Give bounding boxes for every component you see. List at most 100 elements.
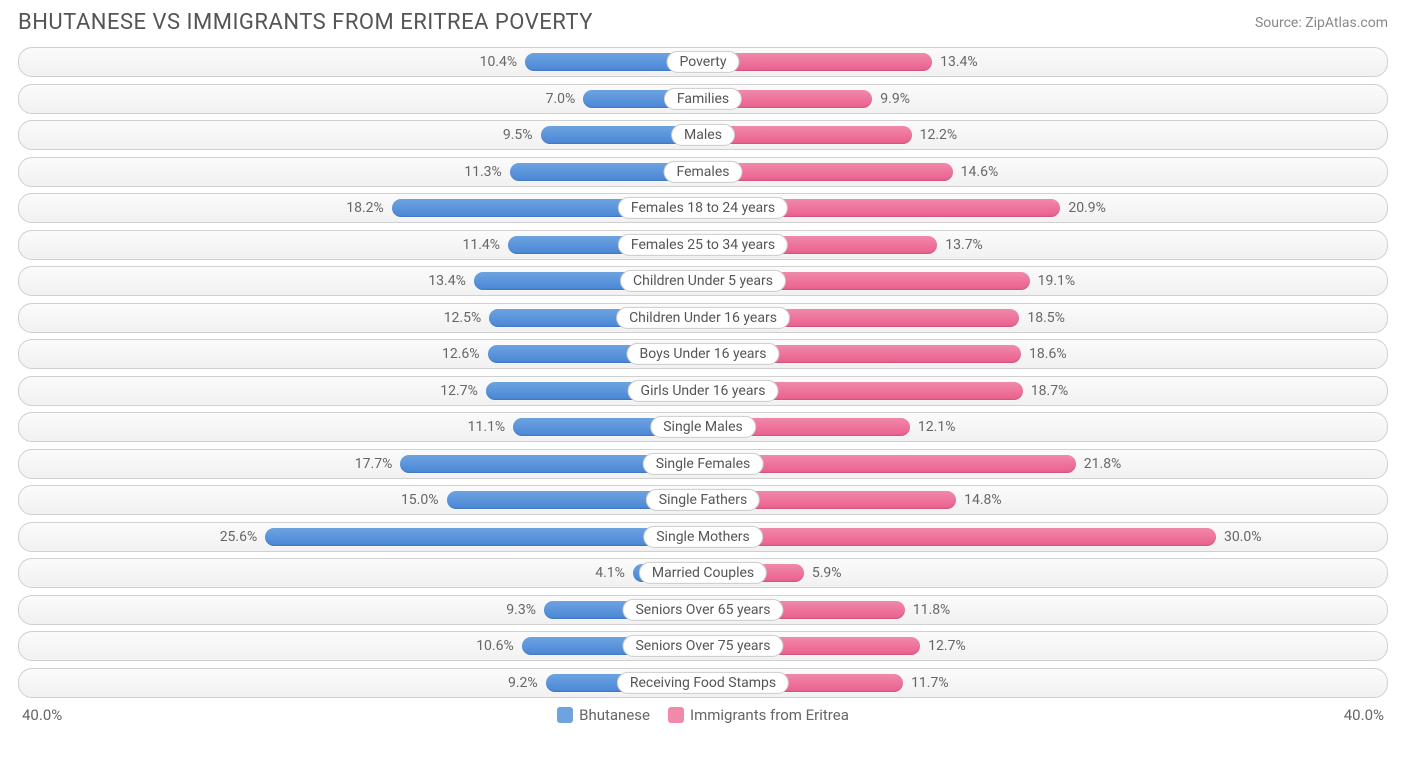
chart-row: 10.4% 13.4%Poverty <box>18 47 1388 77</box>
right-value-label: 12.7% <box>928 638 966 654</box>
chart-header: BHUTANESE VS IMMIGRANTS FROM ERITREA POV… <box>0 0 1406 47</box>
legend-item-eritrea: Immigrants from Eritrea <box>668 706 849 724</box>
category-label: Families <box>664 87 742 109</box>
legend: Bhutanese Immigrants from Eritrea <box>557 706 849 724</box>
left-half: 11.1% <box>19 413 703 441</box>
category-label: Females <box>664 160 743 182</box>
legend-swatch-icon <box>557 707 573 723</box>
left-value-label: 11.4% <box>463 237 501 253</box>
right-value-label: 18.6% <box>1029 346 1067 362</box>
chart-row: 4.1% 5.9% Married Couples <box>18 558 1388 588</box>
left-value-label: 17.7% <box>355 456 393 472</box>
left-half: 10.6% <box>19 632 703 660</box>
legend-label: Immigrants from Eritrea <box>690 706 849 724</box>
category-label: Females 25 to 34 years <box>618 233 788 255</box>
legend-item-bhutanese: Bhutanese <box>557 706 650 724</box>
left-half: 13.4% <box>19 267 703 295</box>
left-value-label: 13.4% <box>428 273 466 289</box>
chart-source: Source: ZipAtlas.com <box>1255 15 1388 31</box>
left-value-label: 25.6% <box>220 529 258 545</box>
chart-row: 11.3% 14.6% Females <box>18 157 1388 187</box>
right-half: 12.1% <box>703 413 1387 441</box>
category-label: Children Under 5 years <box>620 270 786 292</box>
left-half: 7.0% <box>19 85 703 113</box>
right-half: 14.8% <box>703 486 1387 514</box>
category-label: Married Couples <box>639 562 767 584</box>
right-half: 5.9% <box>703 559 1387 587</box>
right-value-label: 21.8% <box>1084 456 1122 472</box>
chart-row: 12.7%18.7%Girls Under 16 years <box>18 376 1388 406</box>
left-value-label: 12.6% <box>442 346 480 362</box>
right-half: 19.1% <box>703 267 1387 295</box>
chart-row: 17.7% 21.8% Single Females <box>18 449 1388 479</box>
right-bar <box>703 528 1216 546</box>
left-value-label: 10.4% <box>480 54 518 70</box>
right-half: 21.8% <box>703 450 1387 478</box>
left-half: 10.4% <box>19 48 703 76</box>
right-half: 13.4% <box>703 48 1387 76</box>
left-half: 12.6% <box>19 340 703 368</box>
category-label: Single Males <box>650 416 756 438</box>
right-half: 18.6% <box>703 340 1387 368</box>
right-half: 13.7% <box>703 231 1387 259</box>
left-half: 15.0% <box>19 486 703 514</box>
right-value-label: 14.8% <box>964 492 1002 508</box>
category-label: Girls Under 16 years <box>628 379 779 401</box>
left-value-label: 12.5% <box>444 310 482 326</box>
axis-max-left: 40.0% <box>22 706 62 724</box>
category-label: Single Females <box>643 452 764 474</box>
category-label: Seniors Over 75 years <box>622 635 783 657</box>
category-label: Seniors Over 65 years <box>622 598 783 620</box>
left-half: 12.5% <box>19 304 703 332</box>
right-half: 12.7% <box>703 632 1387 660</box>
right-value-label: 9.9% <box>880 91 910 107</box>
chart-row: 11.1% 12.1%Single Males <box>18 412 1388 442</box>
left-value-label: 11.1% <box>468 419 506 435</box>
right-half: 11.7% <box>703 669 1387 697</box>
chart-row: 9.3% 11.8% Seniors Over 65 years <box>18 595 1388 625</box>
category-label: Single Mothers <box>643 525 763 547</box>
category-label: Children Under 16 years <box>616 306 790 328</box>
right-value-label: 5.9% <box>812 565 842 581</box>
chart-row: 12.5% 18.5% Children Under 16 years <box>18 303 1388 333</box>
right-value-label: 11.8% <box>913 602 951 618</box>
left-half: 11.4% <box>19 231 703 259</box>
right-value-label: 11.7% <box>911 675 949 691</box>
chart-row: 9.5%12.2%Males <box>18 120 1388 150</box>
axis-max-right: 40.0% <box>1344 706 1384 724</box>
left-value-label: 18.2% <box>346 200 384 216</box>
chart-footer: 40.0% Bhutanese Immigrants from Eritrea … <box>0 704 1406 724</box>
legend-swatch-icon <box>668 707 684 723</box>
right-value-label: 18.5% <box>1027 310 1065 326</box>
left-value-label: 15.0% <box>401 492 439 508</box>
left-half: 9.2% <box>19 669 703 697</box>
left-value-label: 7.0% <box>546 91 576 107</box>
right-value-label: 19.1% <box>1038 273 1076 289</box>
chart-row: 18.2%20.9%Females 18 to 24 years <box>18 193 1388 223</box>
left-half: 4.1% <box>19 559 703 587</box>
category-label: Poverty <box>666 51 739 73</box>
category-label: Boys Under 16 years <box>626 343 779 365</box>
left-bar <box>265 528 703 546</box>
right-value-label: 14.6% <box>961 164 999 180</box>
chart-area: 10.4%13.4%Poverty7.0%9.9%Families9.5%12.… <box>0 47 1406 698</box>
left-value-label: 9.5% <box>503 127 533 143</box>
left-half: 9.3% <box>19 596 703 624</box>
left-half: 17.7% <box>19 450 703 478</box>
chart-row: 7.0% 9.9% Families <box>18 84 1388 114</box>
right-half: 18.7% <box>703 377 1387 405</box>
chart-row: 10.6% 12.7% Seniors Over 75 years <box>18 631 1388 661</box>
chart-row: 9.2%11.7%Receiving Food Stamps <box>18 668 1388 698</box>
left-value-label: 11.3% <box>464 164 502 180</box>
right-value-label: 20.9% <box>1068 200 1106 216</box>
chart-row: 25.6% 30.0%Single Mothers <box>18 522 1388 552</box>
left-half: 11.3% <box>19 158 703 186</box>
left-value-label: 9.2% <box>508 675 538 691</box>
right-half: 30.0% <box>703 523 1387 551</box>
right-half: 18.5% <box>703 304 1387 332</box>
left-value-label: 9.3% <box>506 602 536 618</box>
chart-row: 11.4% 13.7%Females 25 to 34 years <box>18 230 1388 260</box>
left-value-label: 10.6% <box>476 638 514 654</box>
chart-row: 15.0%14.8%Single Fathers <box>18 485 1388 515</box>
right-half: 12.2% <box>703 121 1387 149</box>
